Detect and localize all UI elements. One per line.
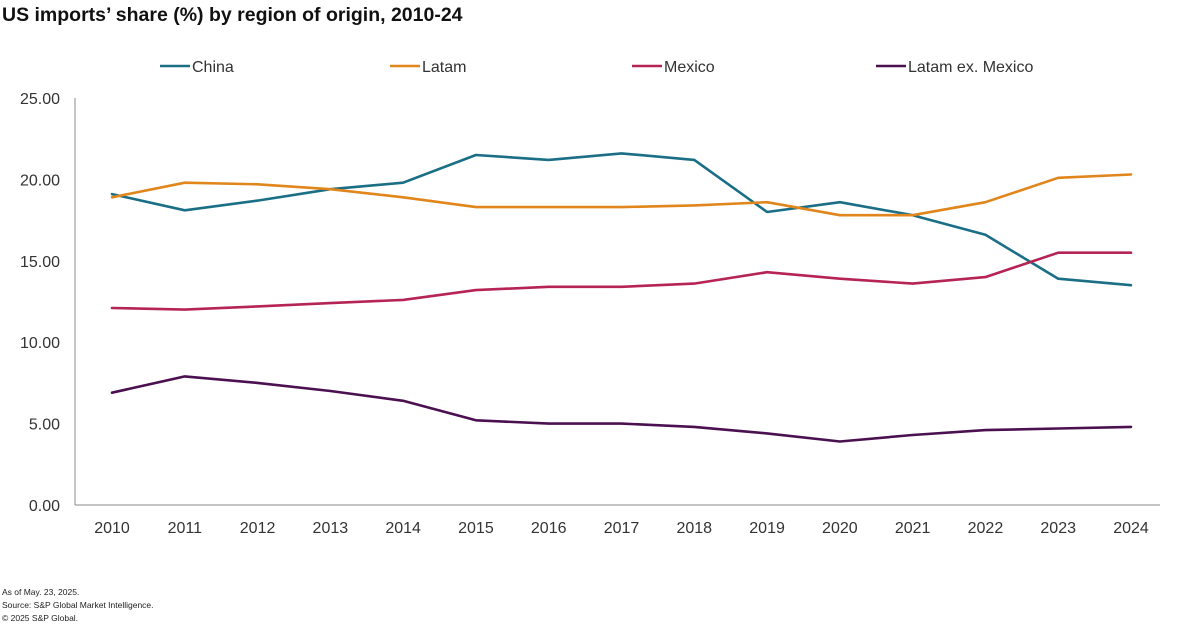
series-line-china [110,152,1133,287]
axes: 0.00 5.00 10.00 15.00 20.00 25.00 2010 2011 2012… [20,91,1160,537]
y-tick-label: 10.00 [20,335,60,352]
y-tick-label: 0.00 [29,498,60,515]
copyright-note: © 2025 S&P Global. [2,613,79,623]
x-tick-label: 2018 [676,520,712,537]
footnotes: As of May. 23, 2025. Source: S&P Global … [2,586,154,625]
legend-label: Latam ex. Mexico [908,59,1033,76]
series-line-mexico [110,251,1133,311]
y-tick-label: 25.00 [20,91,60,108]
legend-label: Mexico [664,59,715,76]
x-tick-label: 2010 [94,520,130,537]
x-tick-label: 2023 [1040,520,1076,537]
x-tick-label: 2024 [1113,520,1149,537]
series-line-latam [110,173,1133,217]
x-tick-label: 2013 [313,520,349,537]
legend-label: Latam [422,59,466,76]
x-tick-label: 2012 [240,520,276,537]
x-tick-label: 2017 [604,520,640,537]
y-tick-label: 5.00 [29,417,60,434]
x-tick-label: 2022 [968,520,1004,537]
legend: China Latam Mexico Latam ex. Mexico [160,59,1033,76]
y-tick-label: 20.00 [20,172,60,189]
source-note: Source: S&P Global Market Intelligence. [2,600,154,610]
x-tick-label: 2015 [458,520,494,537]
as-of-note: As of May. 23, 2025. [2,587,80,597]
series-line-latam-ex-mexico [110,375,1133,443]
x-tick-label: 2011 [168,520,203,537]
x-tick-label: 2014 [385,520,421,537]
chart-title: US imports’ share (%) by region of origi… [2,4,463,26]
x-tick-label: 2019 [749,520,785,537]
x-tick-label: 2021 [895,520,931,537]
y-tick-label: 15.00 [20,254,60,271]
legend-label: China [192,59,234,76]
series-group [110,152,1133,443]
x-tick-label: 2016 [531,520,567,537]
x-tick-label: 2020 [822,520,858,537]
